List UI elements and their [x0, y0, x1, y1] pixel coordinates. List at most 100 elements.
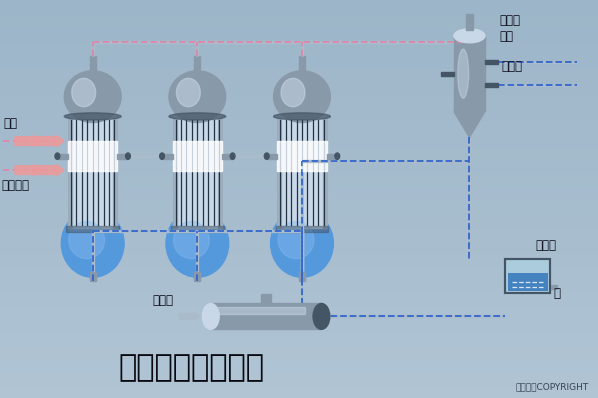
Bar [508, 273, 548, 291]
FancyArrow shape [179, 313, 200, 320]
Text: 冷却水: 冷却水 [501, 60, 522, 73]
Bar [0, 332, 598, 345]
Ellipse shape [169, 113, 226, 120]
Bar [0, 27, 598, 40]
Bar [267, 154, 277, 158]
Ellipse shape [173, 221, 209, 259]
Bar [0, 212, 598, 226]
Bar [68, 118, 117, 228]
Bar [218, 118, 222, 228]
Bar [0, 279, 598, 292]
Bar [0, 172, 598, 186]
Bar [299, 56, 305, 78]
Bar [485, 83, 498, 87]
Bar [505, 259, 550, 293]
Bar [277, 141, 327, 171]
Bar [173, 141, 222, 171]
Ellipse shape [274, 71, 330, 123]
FancyArrow shape [36, 135, 64, 146]
Bar [0, 66, 598, 80]
Bar [0, 358, 598, 371]
Text: 顺流加料蒸发流程: 顺流加料蒸发流程 [118, 354, 264, 382]
Ellipse shape [72, 78, 96, 107]
Bar [162, 154, 173, 158]
Bar [0, 119, 598, 133]
Bar [0, 106, 598, 119]
Ellipse shape [335, 153, 340, 159]
Ellipse shape [65, 71, 121, 123]
Bar [454, 36, 485, 111]
Bar [0, 159, 598, 172]
Bar [68, 141, 117, 171]
Bar [0, 305, 598, 318]
Ellipse shape [166, 210, 228, 277]
FancyArrow shape [36, 164, 64, 176]
Bar [0, 345, 598, 358]
Polygon shape [454, 111, 485, 137]
Text: 东方仿真COPYRIGHT: 东方仿真COPYRIGHT [516, 382, 589, 391]
Bar [550, 285, 557, 289]
Bar [0, 186, 598, 199]
Ellipse shape [278, 221, 314, 259]
Ellipse shape [458, 49, 469, 98]
Bar [0, 385, 598, 398]
Bar [327, 154, 337, 158]
Bar [299, 273, 305, 281]
Bar [277, 118, 282, 228]
Bar [90, 273, 96, 281]
Bar [0, 239, 598, 252]
Ellipse shape [281, 78, 305, 107]
Bar [0, 53, 598, 66]
Bar [117, 154, 128, 158]
FancyArrow shape [15, 164, 40, 176]
Ellipse shape [176, 78, 200, 107]
Bar [0, 133, 598, 146]
Ellipse shape [264, 153, 269, 159]
Bar [0, 292, 598, 305]
Ellipse shape [69, 221, 105, 259]
Ellipse shape [202, 303, 219, 330]
Bar [0, 199, 598, 212]
Text: 不凝性
气体: 不凝性 气体 [499, 14, 520, 43]
Bar [173, 118, 222, 228]
Bar [0, 0, 598, 13]
Bar [0, 252, 598, 265]
Bar [0, 318, 598, 332]
Ellipse shape [169, 71, 226, 123]
Bar [0, 226, 598, 239]
Ellipse shape [61, 210, 124, 277]
Bar [173, 118, 177, 228]
Bar [0, 146, 598, 159]
Bar [466, 14, 473, 30]
Bar [217, 307, 306, 314]
Text: 加热蒸汽: 加热蒸汽 [2, 179, 30, 192]
Ellipse shape [126, 153, 130, 159]
Ellipse shape [160, 153, 164, 159]
Bar [277, 118, 327, 228]
Ellipse shape [65, 113, 121, 120]
Bar [0, 265, 598, 279]
Bar [194, 273, 200, 281]
Bar [322, 118, 327, 228]
Ellipse shape [270, 210, 334, 277]
Ellipse shape [55, 153, 60, 159]
Ellipse shape [454, 29, 485, 43]
Bar [441, 72, 454, 76]
FancyArrow shape [15, 135, 40, 146]
Text: 完成液: 完成液 [152, 295, 173, 308]
Bar [276, 226, 328, 232]
Bar [0, 40, 598, 53]
Bar [505, 259, 550, 293]
Bar [0, 80, 598, 93]
Ellipse shape [274, 113, 330, 120]
Bar [222, 154, 233, 158]
Bar [211, 303, 322, 330]
Bar [68, 118, 72, 228]
Bar [0, 371, 598, 385]
Bar [57, 154, 68, 158]
Bar [0, 93, 598, 106]
Bar [261, 294, 271, 303]
Bar [171, 226, 224, 232]
Text: 水: 水 [553, 287, 560, 300]
Text: 集水池: 集水池 [535, 239, 556, 252]
